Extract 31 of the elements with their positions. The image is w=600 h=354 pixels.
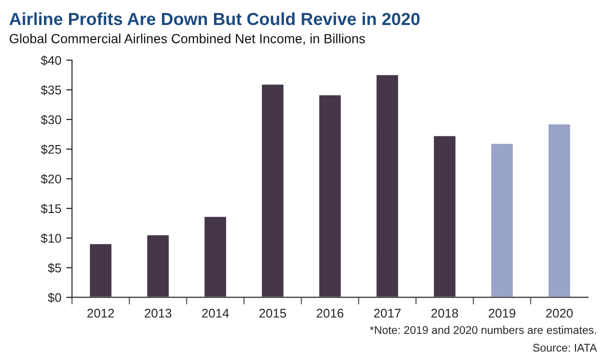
x-tick-label: 2014 — [202, 308, 229, 318]
x-tick-label: 2013 — [144, 308, 172, 318]
x-tick-label: 2017 — [374, 308, 401, 318]
y-tick-label: $35 — [40, 85, 62, 96]
y-tick-label: $10 — [40, 233, 62, 244]
x-tick-label: 2018 — [431, 308, 458, 318]
y-tick-label: $0 — [48, 292, 62, 303]
bar — [318, 94, 342, 298]
y-tick-label: $20 — [40, 174, 62, 184]
y-tick-label: $15 — [40, 204, 62, 214]
bar — [432, 134, 457, 298]
x-tick-label: 2015 — [259, 308, 286, 318]
chart-title: Airline Profits Are Down But Could Revive in 2020 — [9, 12, 420, 26]
chart-subtitle: Global Commercial Airlines Combined Net Income, in Billions — [10, 34, 365, 45]
y-tick-label: $5 — [48, 262, 62, 274]
source-note: Source: IATA — [533, 344, 597, 352]
x-tick-label: 2016 — [316, 308, 344, 318]
bar — [375, 74, 400, 298]
text: *Note: 2019 and 2020 numbers are estimates. — [370, 326, 596, 334]
bar — [146, 234, 170, 298]
y-tick-label: $25 — [40, 144, 62, 155]
x-tick-label: 2019 — [488, 308, 516, 318]
bar — [203, 215, 228, 298]
bar — [88, 242, 113, 298]
y-tick-label: $40 — [40, 55, 62, 66]
bar — [547, 122, 572, 298]
x-tick-label: 2012 — [87, 308, 114, 318]
y-tick-label: $30 — [40, 114, 62, 125]
x-tick-label: 2020 — [546, 308, 573, 318]
bar — [490, 142, 514, 298]
bar — [260, 83, 285, 298]
